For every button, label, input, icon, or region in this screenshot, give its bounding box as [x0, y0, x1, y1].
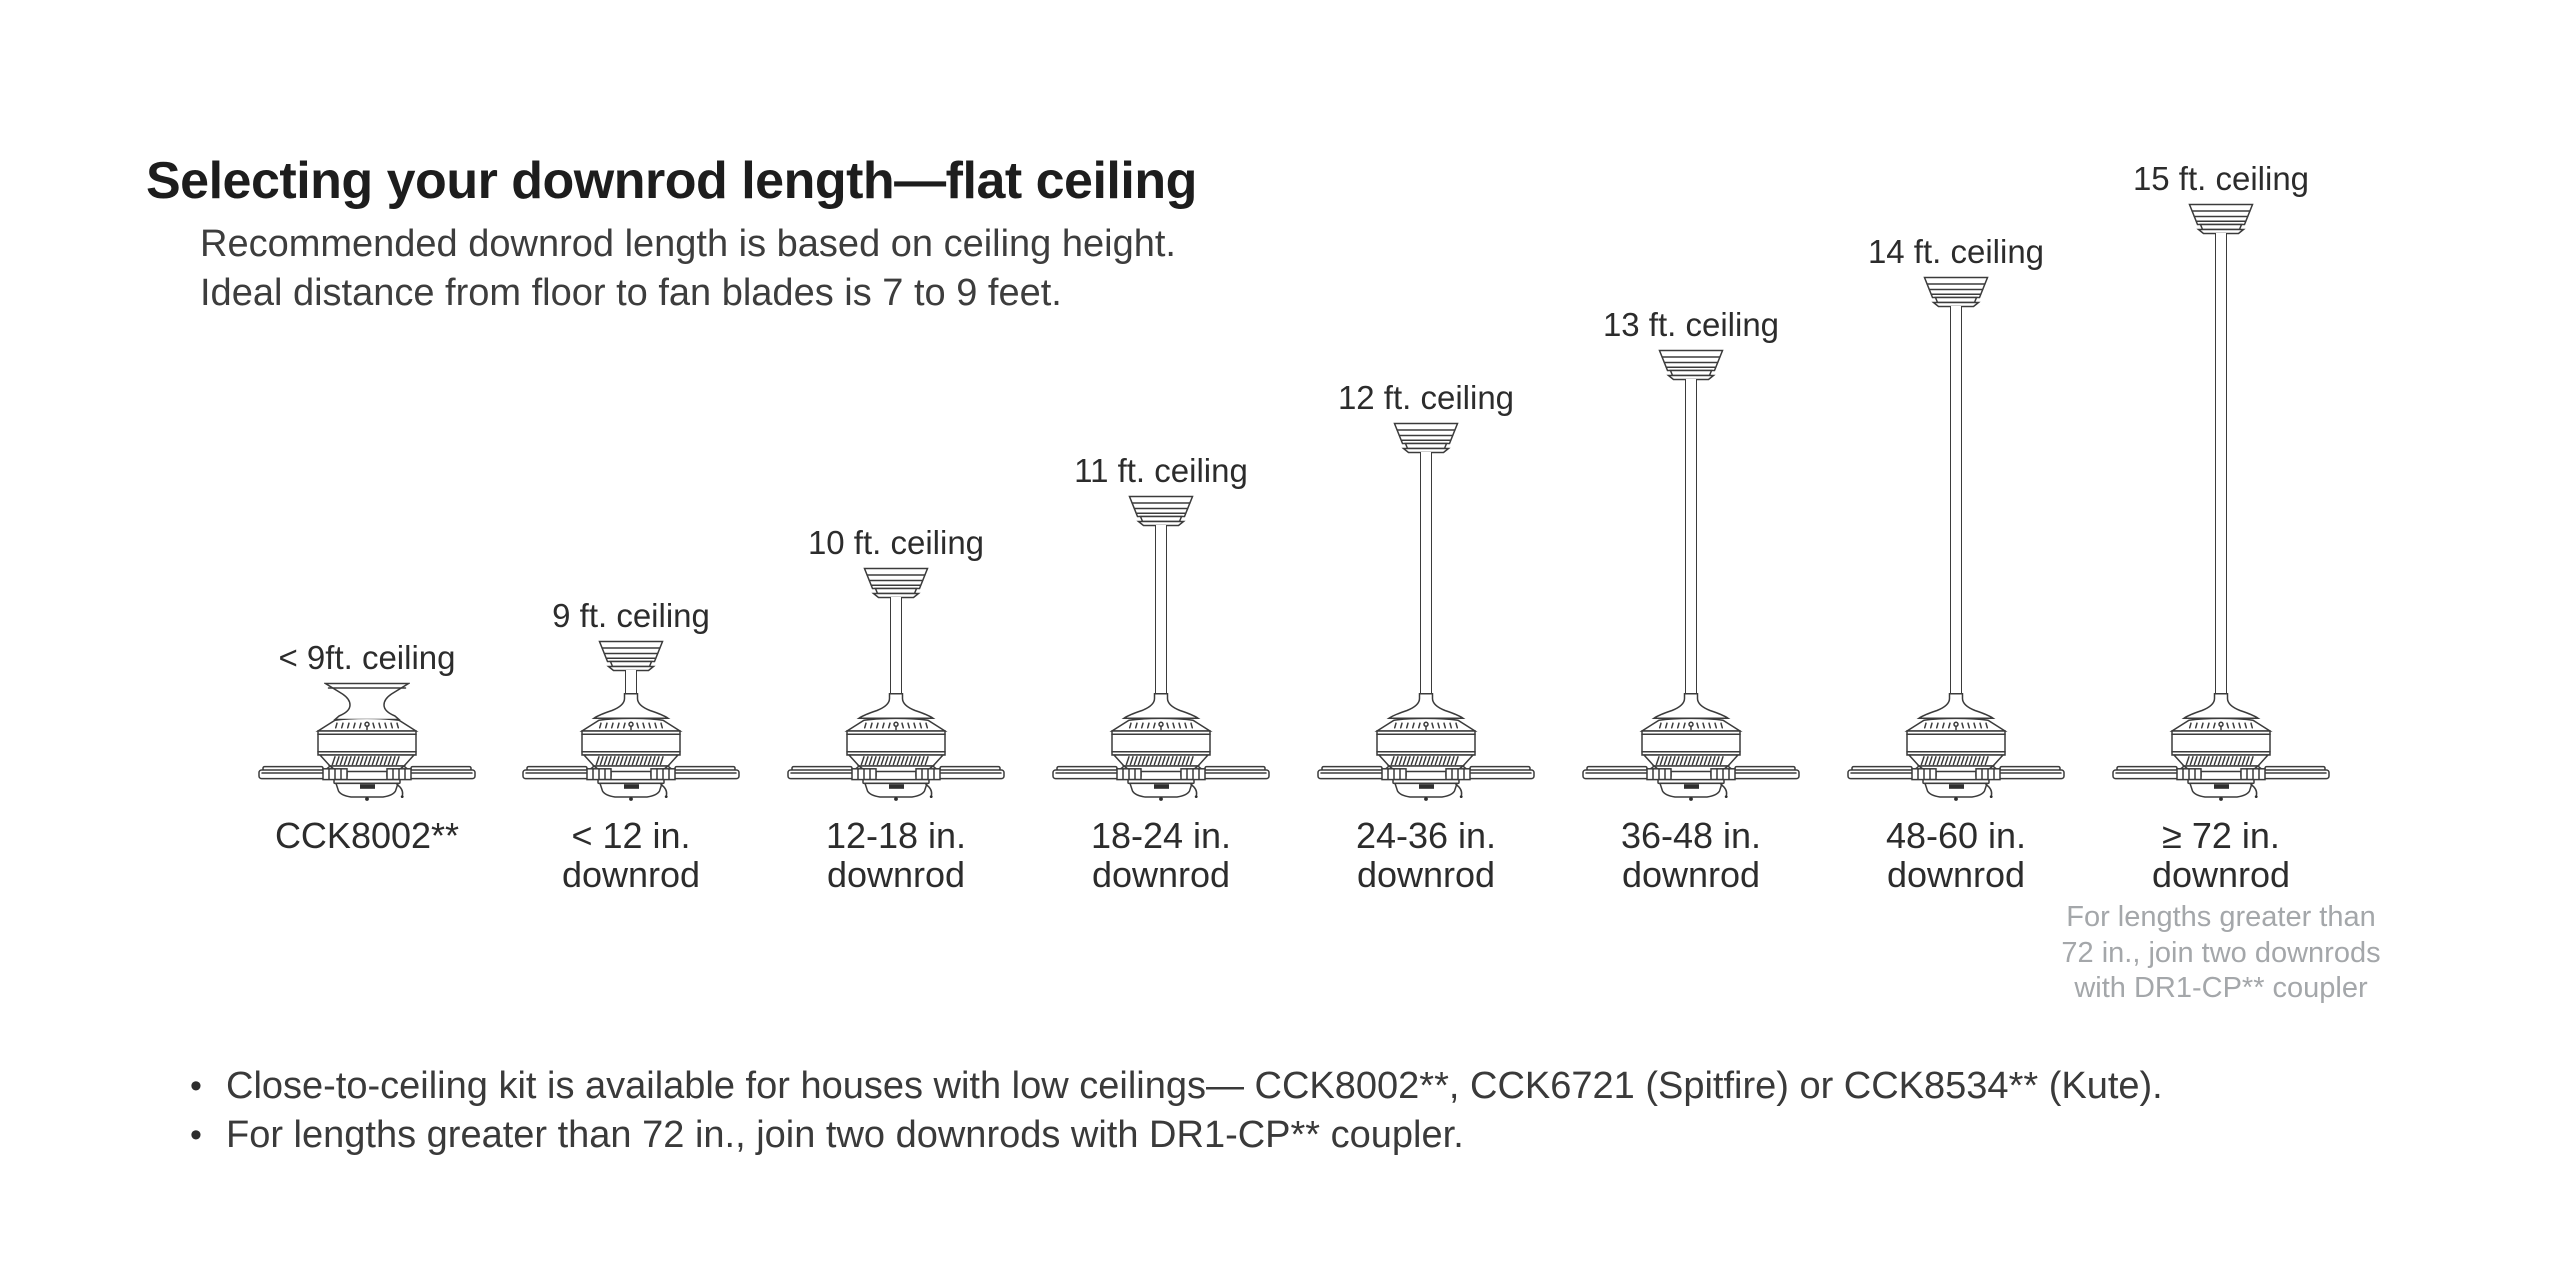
downrod-length-line-2: downrod — [1356, 854, 1496, 895]
canopy-icon — [863, 567, 929, 599]
flush-mount-ceiling-fan-icon — [258, 719, 476, 801]
footnote-text: For lengths greater than 72 in., join tw… — [226, 1114, 1464, 1156]
coupler-note-line-1: For lengths greater than — [2066, 901, 2376, 933]
coupler-note: For lengths greater than 72 in., join tw… — [2026, 900, 2416, 1007]
downrod-length-line-1: CCK8002** — [274, 815, 460, 856]
downrod-ceiling-fan-icon — [787, 693, 1005, 801]
ceiling-height-label: 9 ft. ceiling — [552, 597, 710, 634]
downrod-icon — [2215, 233, 2227, 695]
footnote-coupler: • For lengths greater than 72 in., join … — [190, 1111, 2530, 1160]
footnote-text: Close-to-ceiling kit is available for ho… — [226, 1065, 2163, 1107]
fan-column: 14 ft. ceiling 48-60 in. downrod — [1824, 0, 2088, 1060]
canopy-icon — [1128, 495, 1194, 527]
fan-column: < 9ft. ceiling CCK8002** — [235, 0, 499, 1060]
coupler-note-line-3: with DR1-CP** coupler — [2074, 972, 2368, 1004]
downrod-length-line-1: 24-36 in. — [1355, 815, 1497, 856]
downrod-length-line-2: downrod — [561, 854, 701, 895]
ceiling-height-label: 14 ft. ceiling — [1867, 233, 2045, 270]
fan-column: 15 ft. ceiling ≥ 72 in. downrod For leng… — [2061, 0, 2380, 1060]
downrod-icon — [1155, 525, 1167, 695]
ceiling-height-label: 15 ft. ceiling — [2132, 160, 2310, 197]
ceiling-height-label: 10 ft. ceiling — [807, 524, 985, 561]
fan-column: 9 ft. ceiling < 12 in. downrod — [499, 0, 763, 1060]
canopy-icon — [1658, 349, 1724, 381]
downrod-ceiling-fan-icon — [1582, 693, 1800, 801]
canopy-icon — [598, 640, 664, 672]
fan-column: 13 ft. ceiling 36-48 in. downrod — [1559, 0, 1823, 1060]
canopy-icon — [2188, 203, 2254, 235]
downrod-ceiling-fan-icon — [1317, 693, 1535, 801]
ceiling-height-label: 13 ft. ceiling — [1602, 306, 1780, 343]
downrod-length-label: < 12 in. downrod — [499, 816, 763, 894]
downrod-length-line-2: downrod — [826, 854, 966, 895]
downrod-icon — [1420, 452, 1432, 695]
canopy-icon — [1923, 276, 1989, 308]
downrod-length-line-1: 48-60 in. — [1885, 815, 2027, 856]
downrod-length-line-2: downrod — [1621, 854, 1761, 895]
downrod-length-line-1: 36-48 in. — [1620, 815, 1762, 856]
fan-column: 10 ft. ceiling 12-18 in. downrod — [764, 0, 1028, 1060]
downrod-ceiling-fan-icon — [1847, 693, 2065, 801]
bullet-icon: • — [190, 1116, 202, 1154]
downrod-length-line-2: downrod — [1091, 854, 1231, 895]
downrod-ceiling-fan-icon — [2112, 693, 2330, 801]
ceiling-height-label: < 9ft. ceiling — [278, 639, 456, 676]
downrod-length-label: ≥ 72 in. downrod — [2089, 816, 2353, 894]
coupler-note-line-2: 72 in., join two downrods — [2061, 936, 2381, 969]
fan-column: 12 ft. ceiling 24-36 in. downrod — [1294, 0, 1558, 1060]
page-subtitle: Recommended downrod length is based on c… — [200, 220, 1176, 318]
page-title: Selecting your downrod length—flat ceili… — [146, 152, 1197, 210]
ceiling-height-label: 12 ft. ceiling — [1337, 379, 1515, 416]
downrod-icon — [1950, 306, 1962, 695]
downrod-length-line-2: downrod — [2151, 854, 2291, 895]
downrod-length-label: 36-48 in. downrod — [1559, 816, 1823, 894]
downrod-length-label: CCK8002** — [235, 816, 499, 855]
downrod-ceiling-fan-icon — [522, 693, 740, 801]
downrod-icon — [625, 670, 637, 695]
downrod-length-label: 12-18 in. downrod — [764, 816, 1028, 894]
downrod-icon — [1685, 379, 1697, 695]
ceiling-height-label: 11 ft. ceiling — [1074, 452, 1248, 489]
downrod-length-label: 18-24 in. downrod — [1029, 816, 1293, 894]
downrod-length-label: 24-36 in. downrod — [1294, 816, 1558, 894]
downrod-length-line-1: ≥ 72 in. — [2162, 815, 2280, 856]
downrod-icon — [890, 597, 902, 695]
bullet-icon: • — [190, 1067, 202, 1105]
subtitle-line-2: Ideal distance from floor to fan blades … — [200, 272, 1062, 314]
fan-diagram: < 9ft. ceiling CCK8002** 9 ft. ceiling — [235, 0, 2381, 1060]
footnotes: • Close-to-ceiling kit is available for … — [190, 1062, 2530, 1160]
subtitle-line-1: Recommended downrod length is based on c… — [200, 223, 1176, 265]
canopy-icon — [1393, 422, 1459, 454]
fan-column: 11 ft. ceiling 18-24 in. downrod — [1029, 0, 1293, 1060]
downrod-ceiling-fan-icon — [1052, 693, 1270, 801]
footnote-close-to-ceiling: • Close-to-ceiling kit is available for … — [190, 1062, 2530, 1111]
downrod-length-line-1: 18-24 in. — [1090, 815, 1232, 856]
downrod-length-line-1: 12-18 in. — [825, 815, 967, 856]
downrod-length-line-2: downrod — [1886, 854, 2026, 895]
downrod-length-line-1: < 12 in. — [571, 815, 691, 856]
downrod-length-label: 48-60 in. downrod — [1824, 816, 2088, 894]
